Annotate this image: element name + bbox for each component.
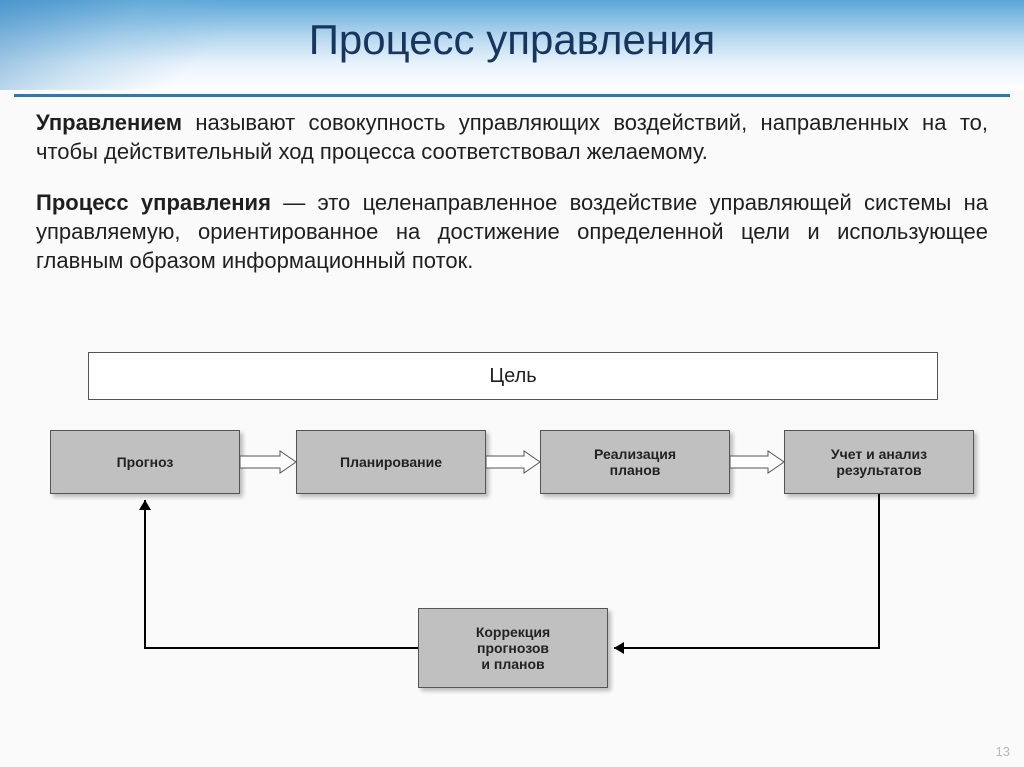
slide-title-container: Процесс управления [0, 16, 1024, 64]
stage-realize: Реализацияпланов [540, 430, 730, 494]
paragraph-2: Процесс управления — это целенаправленно… [36, 188, 988, 275]
stage-forecast: Прогноз [50, 430, 240, 494]
block-arrow-2 [486, 451, 540, 473]
stage-forecast-label: Прогноз [117, 454, 174, 470]
flowchart-diagram: Цель Прогноз Планирование Реализацияплан… [0, 352, 1024, 732]
stage-planning: Планирование [296, 430, 486, 494]
slide-title: Процесс управления [0, 16, 1024, 64]
stage-realize-label: Реализацияпланов [594, 446, 676, 478]
p1-bold: Управлением [36, 110, 182, 135]
feedback-path-into-forecast [139, 500, 418, 648]
stage-account-label: Учет и анализрезультатов [831, 446, 927, 478]
p2-bold: Процесс управления [36, 190, 271, 215]
stage-account: Учет и анализрезультатов [784, 430, 974, 494]
feedback-path-into-correct [614, 494, 879, 654]
body-text: Управлением называют совокупность управл… [36, 108, 988, 297]
stage-correct: Коррекцияпрогнозови планов [418, 608, 608, 688]
page-number: 13 [996, 744, 1010, 759]
goal-box: Цель [88, 352, 938, 400]
block-arrow-3 [730, 451, 784, 473]
paragraph-1: Управлением называют совокупность управл… [36, 108, 988, 166]
block-arrow-1 [240, 451, 296, 473]
stage-planning-label: Планирование [340, 454, 442, 470]
stage-correct-label: Коррекцияпрогнозови планов [476, 624, 550, 672]
divider-line [14, 94, 1010, 97]
goal-label: Цель [489, 365, 536, 388]
